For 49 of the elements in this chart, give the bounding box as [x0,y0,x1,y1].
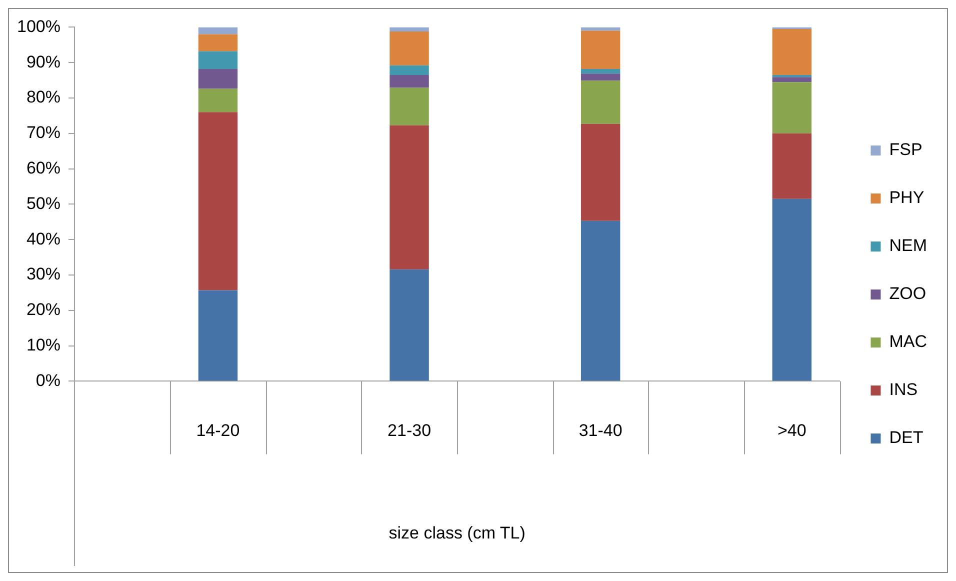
legend-label: PHY [889,188,924,208]
bar [580,220,620,381]
bar [390,31,429,66]
y-tick-label: 20% [26,300,60,320]
bar [772,77,812,82]
x-tick-label: 21-30 [388,421,432,440]
bar [580,124,620,221]
bar [772,198,812,381]
bar [390,125,429,270]
bar [772,28,812,75]
bar [580,74,620,81]
y-tick-label: 0% [36,370,60,390]
x-tick-label: 14-20 [196,421,240,440]
y-tick-label: 30% [26,264,60,284]
bar [198,68,238,89]
bar [390,27,429,32]
y-tick-label: 80% [26,88,60,107]
y-tick-label: 40% [26,229,60,248]
x-tick-label: 31-40 [578,421,622,440]
bar [772,82,812,134]
bar [198,51,238,69]
bar [390,74,429,88]
bar [390,65,429,75]
legend-label: INS [889,380,918,400]
legend-label: MAC [889,332,928,352]
legend-label: DET [889,428,924,448]
y-tick-label: 50% [26,194,60,213]
bar [390,269,429,381]
bar [198,88,238,112]
legend-label: NEM [889,236,928,256]
y-tick-label: 10% [26,335,60,354]
bar [772,74,812,78]
x-axis-title: size class (cm TL) [388,523,526,542]
bar [580,68,620,74]
bar [198,112,238,290]
bar [198,34,238,52]
bar [580,80,620,124]
y-tick-label: 100% [16,16,60,36]
y-tick-label: 60% [26,158,60,178]
legend-label: ZOO [889,284,926,304]
bar [390,88,429,126]
bar [772,133,812,199]
bar [580,30,620,69]
bar [198,290,238,381]
y-tick-label: 90% [26,52,60,72]
bar [198,27,238,34]
y-tick-label: 70% [26,123,60,142]
legend-label: FSP [889,140,922,160]
x-tick-label: >40 [777,421,806,440]
